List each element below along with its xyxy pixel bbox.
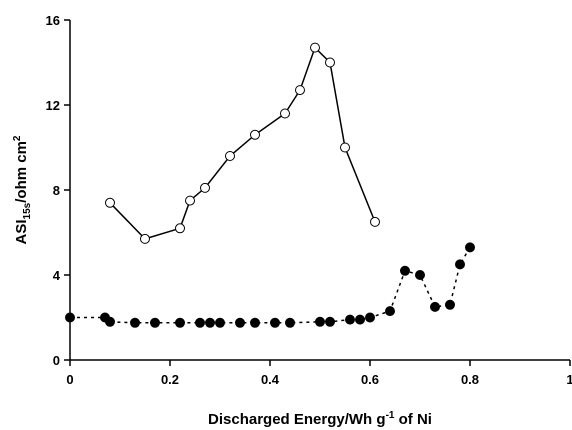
series-2-point <box>445 299 455 310</box>
series-1-point <box>105 197 115 208</box>
series-2-point <box>430 301 440 312</box>
series-1-point <box>140 233 150 244</box>
series-1-point <box>225 151 235 161</box>
y-tick-label: 8 <box>53 183 60 198</box>
series-2-line <box>70 247 471 324</box>
series-2-point <box>365 312 375 323</box>
series-1-point <box>175 223 185 234</box>
series-2-point <box>455 259 465 270</box>
series-2-point <box>325 316 335 327</box>
series-1-point <box>200 182 210 193</box>
series-2-point <box>400 265 410 276</box>
series-1-point <box>250 129 260 140</box>
series-2-point <box>355 314 365 325</box>
y-tick-label: 16 <box>46 13 60 28</box>
axes <box>69 20 570 361</box>
ticks: 0 0.2 0.4 0.6 0.8 1 0 4 8 12 16 <box>46 13 572 387</box>
y-tick-label: 0 <box>53 353 60 368</box>
series-2-point <box>150 317 160 328</box>
series-1-point <box>280 108 290 119</box>
series-1-point <box>295 85 305 96</box>
x-tick-label: 0.6 <box>361 372 379 387</box>
series-1-point <box>340 142 350 153</box>
series-1-point <box>370 216 380 227</box>
x-axis-title: Discharged Energy/Wh g-1 of Ni <box>208 410 432 428</box>
series-2-point <box>235 317 245 328</box>
series-2-point <box>215 317 225 328</box>
series-1-point <box>310 42 320 53</box>
series-2-point <box>415 270 425 280</box>
series-1-point <box>325 57 335 68</box>
series-2-point <box>250 317 260 328</box>
y-tick-label: 4 <box>53 268 61 283</box>
series-2-point <box>270 317 280 328</box>
series-2-point <box>105 316 115 327</box>
x-tick-label: 1 <box>566 372 572 387</box>
plot-marks <box>65 42 475 328</box>
x-tick-label: 0.4 <box>261 372 280 387</box>
series-1-line <box>109 46 376 240</box>
series-1-point <box>185 195 195 206</box>
x-tick-label: 0.8 <box>461 372 479 387</box>
series-2-point <box>205 317 215 328</box>
series-2-point <box>465 242 475 253</box>
series-2-point <box>345 314 355 325</box>
x-tick-label: 0 <box>66 372 73 387</box>
y-tick-label: 12 <box>46 98 60 113</box>
series-2-point <box>130 317 140 328</box>
series-2-point <box>385 306 395 317</box>
y-axis-title: ASI15s/ohm cm2 <box>12 135 33 244</box>
series-2-point <box>195 317 205 328</box>
x-tick-label: 0.2 <box>161 372 179 387</box>
series-2-point <box>285 317 295 328</box>
series-2-point <box>175 317 185 328</box>
series-2-point <box>315 316 325 327</box>
